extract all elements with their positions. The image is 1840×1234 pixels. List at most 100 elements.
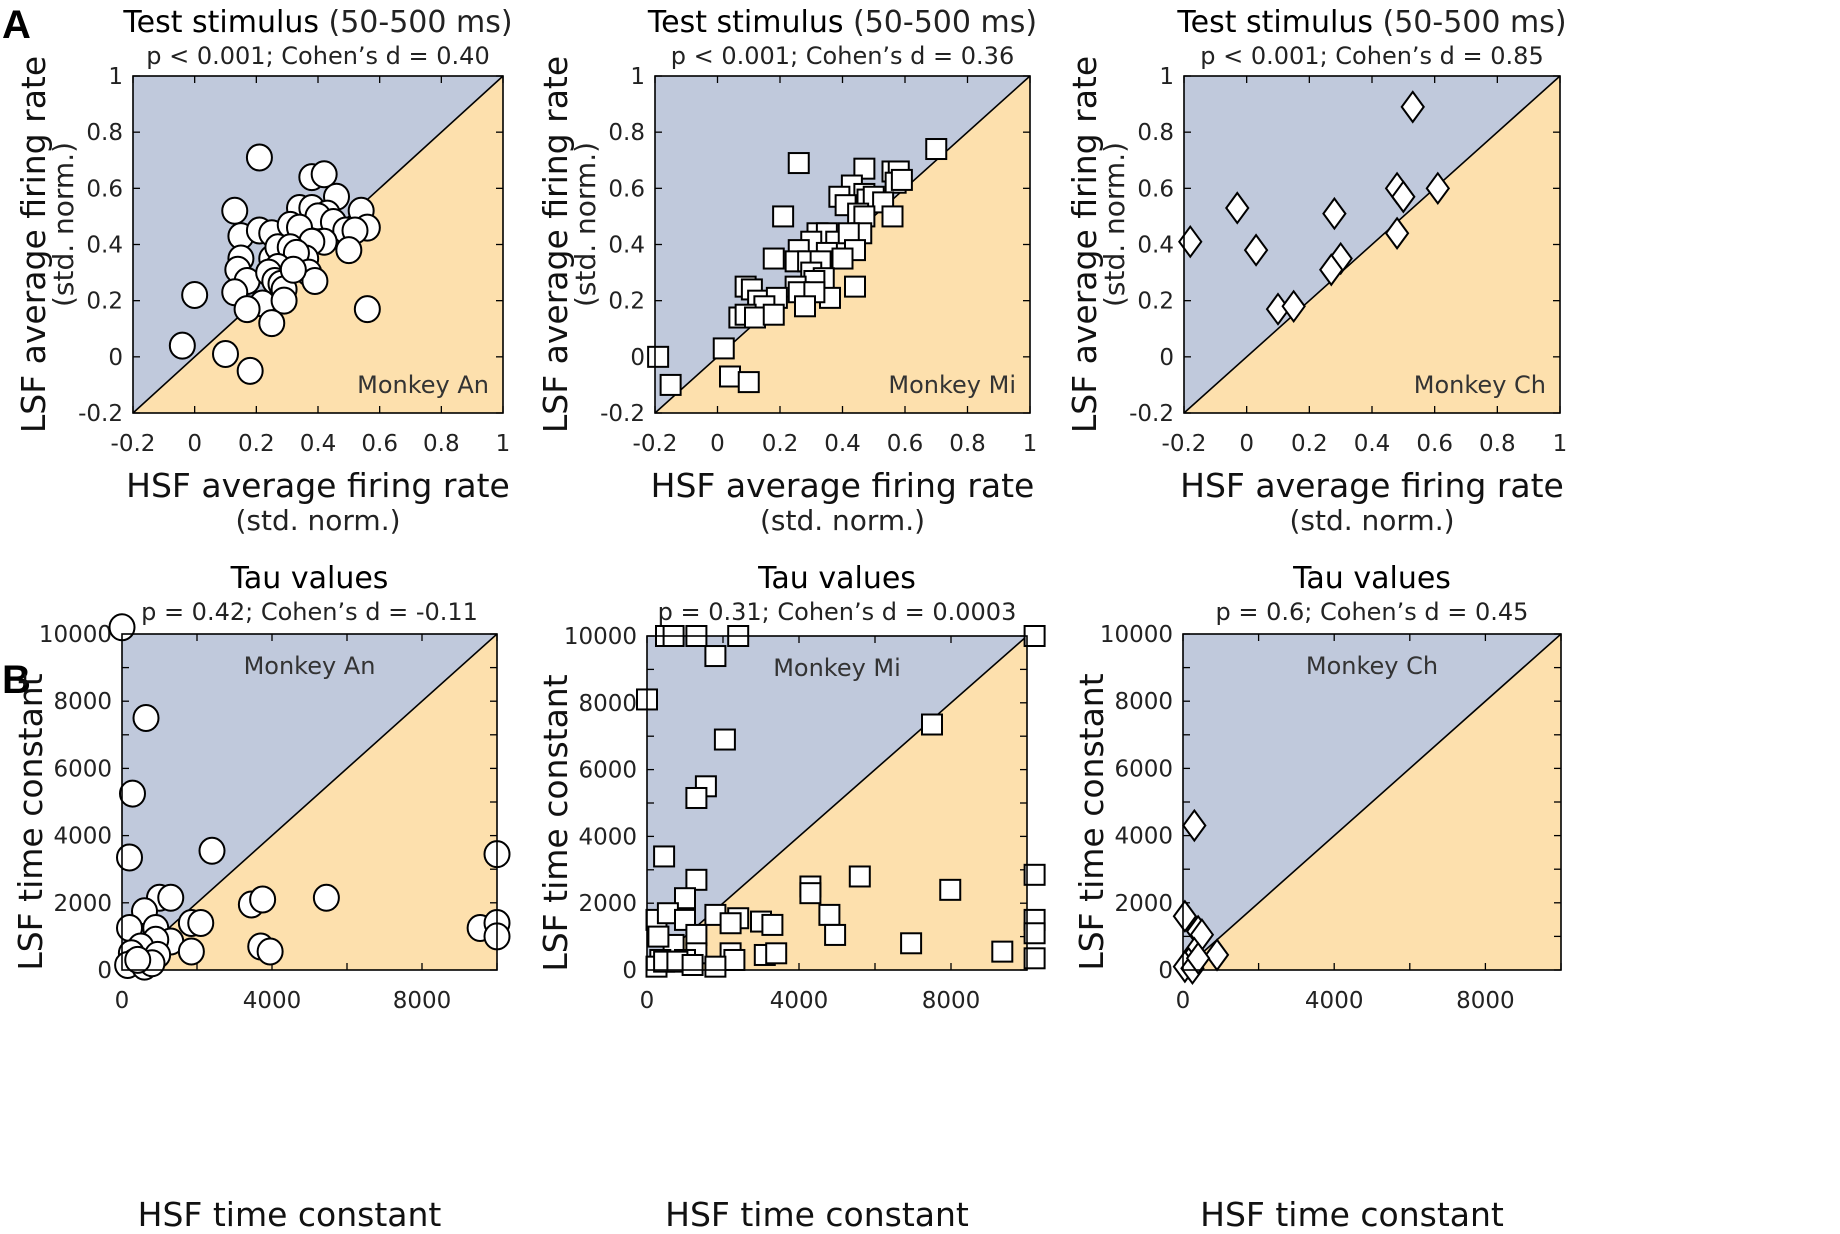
data-point-square bbox=[712, 337, 735, 360]
data-point-circle bbox=[233, 295, 261, 324]
panel-title: Tau values bbox=[757, 561, 916, 596]
data-point-square bbox=[762, 303, 785, 326]
x-tick-label: 0.4 bbox=[1354, 431, 1391, 457]
x-tick-label: 0.6 bbox=[361, 431, 398, 457]
x-tick-label: -0.2 bbox=[633, 431, 678, 457]
panel-stats: p = 0.31; Cohen’s d = 0.0003 bbox=[658, 598, 1017, 626]
data-point-circle bbox=[279, 255, 307, 284]
x-tick-label: 0.2 bbox=[762, 431, 799, 457]
data-point-circle bbox=[132, 704, 160, 732]
title-time-window: (50-500 ms) bbox=[843, 5, 1037, 40]
data-point-square bbox=[685, 868, 708, 891]
data-point-diamond bbox=[1391, 180, 1416, 214]
data-point-diamond bbox=[1172, 899, 1198, 933]
y-tick-label: 0 bbox=[108, 345, 123, 371]
title-main: Test stimulus bbox=[1176, 5, 1373, 40]
data-point-square bbox=[719, 365, 741, 388]
panel-stats: p < 0.001; Cohen’s d = 0.36 bbox=[671, 42, 1014, 70]
y-tick-label: 8000 bbox=[578, 691, 637, 717]
y-tick-label: 4000 bbox=[53, 824, 112, 850]
data-point-circle bbox=[256, 937, 284, 966]
data-point-diamond bbox=[1319, 253, 1344, 287]
data-point-circle bbox=[353, 295, 381, 324]
x-tick-label: 0.2 bbox=[1291, 431, 1328, 457]
data-point-square bbox=[881, 205, 904, 228]
y-tick-label: 4000 bbox=[578, 824, 637, 850]
y-tick-label: 0 bbox=[1159, 345, 1174, 371]
y-tick-label: 0.4 bbox=[86, 233, 123, 259]
scatter-panel-a1: Test stimulus (50-500 ms)p < 0.001; Cohe… bbox=[14, 5, 513, 537]
x-tick-label: 0.6 bbox=[887, 431, 924, 457]
data-point-circle bbox=[221, 196, 249, 225]
y-axis-label: LSF time constant bbox=[11, 673, 50, 970]
y-tick-label: 6000 bbox=[53, 756, 112, 782]
data-point-circle bbox=[177, 937, 205, 966]
y-axis-label: LSF average firing rate bbox=[14, 56, 53, 433]
data-point-circle bbox=[249, 885, 277, 914]
data-point-square bbox=[900, 932, 923, 955]
data-point-square bbox=[848, 865, 871, 888]
y-tick-label: 0 bbox=[622, 958, 637, 984]
y-tick-label: 0.2 bbox=[608, 289, 645, 315]
plot-frame bbox=[132, 75, 504, 414]
data-point-square bbox=[794, 295, 816, 318]
x-tick-label: 0.8 bbox=[423, 431, 460, 457]
data-point-square bbox=[681, 953, 704, 976]
x-tick-label: 0.4 bbox=[300, 431, 337, 457]
data-point-square bbox=[921, 713, 943, 736]
data-point-circle bbox=[270, 286, 298, 315]
panel-title: Tau values bbox=[1292, 561, 1451, 596]
y-tick-label: 1 bbox=[630, 64, 645, 90]
markers bbox=[1178, 90, 1451, 326]
panel-letter-b: B bbox=[2, 658, 31, 702]
data-point-square bbox=[1023, 863, 1046, 886]
y-tick-label: 2000 bbox=[1114, 891, 1173, 917]
y-tick-label: 1 bbox=[108, 64, 123, 90]
data-point-square bbox=[890, 168, 913, 191]
y-tick-label: 0 bbox=[630, 345, 645, 371]
x-tick-label: 1 bbox=[496, 431, 511, 457]
title-main: Test stimulus bbox=[122, 5, 319, 40]
x-tick-label: 0.6 bbox=[1416, 431, 1453, 457]
x-tick-label: 0 bbox=[115, 988, 130, 1014]
x-tick-label: 8000 bbox=[1456, 988, 1515, 1014]
y-axis-label: LSF average firing rate bbox=[1065, 56, 1104, 433]
data-point-square bbox=[704, 955, 727, 978]
data-point-circle bbox=[301, 267, 329, 296]
y-axis-sublabel: (std. norm.) bbox=[47, 142, 80, 307]
y-tick-label: 4000 bbox=[1114, 824, 1173, 850]
data-point-square bbox=[761, 913, 784, 936]
x-axis-label: HSF time constant bbox=[138, 1195, 442, 1234]
monkey-label: Monkey An bbox=[244, 652, 376, 680]
data-point-circle bbox=[198, 836, 226, 865]
y-tick-label: 1 bbox=[1159, 64, 1174, 90]
data-point-square bbox=[772, 205, 795, 228]
title-main: Tau values bbox=[230, 561, 389, 596]
data-point-square bbox=[799, 882, 822, 905]
y-tick-label: 0.8 bbox=[1137, 120, 1174, 146]
data-point-square bbox=[762, 247, 785, 270]
panel-letter-a: A bbox=[2, 3, 31, 47]
y-tick-label: 0.6 bbox=[1137, 176, 1174, 202]
x-tick-label: 1 bbox=[1553, 431, 1568, 457]
data-point-circle bbox=[312, 883, 340, 912]
monkey-label: Monkey Mi bbox=[888, 371, 1016, 399]
data-point-square bbox=[719, 912, 742, 935]
monkey-label: Monkey Ch bbox=[1414, 371, 1546, 399]
title-time-window: (50-500 ms) bbox=[319, 5, 513, 40]
title-time-window: (50-500 ms) bbox=[1373, 5, 1567, 40]
y-tick-label: 10000 bbox=[1100, 622, 1173, 648]
data-point-square bbox=[685, 923, 708, 946]
identity-diagonal bbox=[1183, 75, 1561, 414]
x-axis-label: HSF average firing rate bbox=[1180, 466, 1564, 505]
panel-title: Tau values bbox=[230, 561, 389, 596]
data-point-circle bbox=[181, 281, 209, 310]
data-point-square bbox=[831, 247, 854, 270]
data-point-square bbox=[939, 878, 962, 901]
data-point-circle bbox=[168, 331, 196, 360]
data-point-diamond bbox=[1322, 196, 1347, 231]
y-tick-label: 2000 bbox=[53, 891, 112, 917]
plot-frame bbox=[654, 75, 1031, 414]
